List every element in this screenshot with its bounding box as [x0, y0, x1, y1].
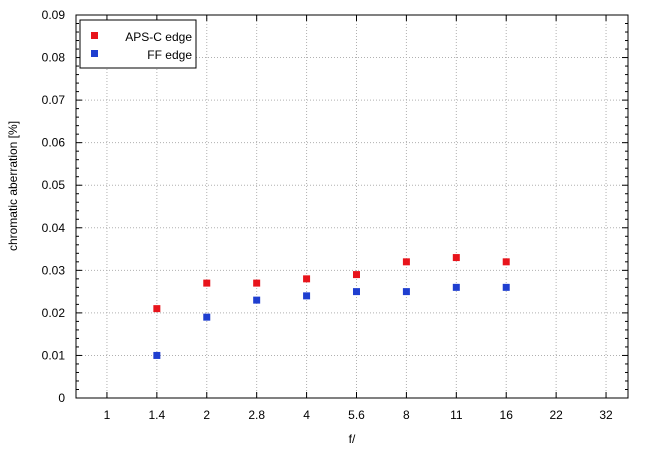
x-tick-label: 16 — [500, 408, 514, 422]
ff-edge-point — [502, 283, 510, 291]
x-axis-label: f/ — [349, 432, 356, 446]
x-tick-label: 1 — [104, 408, 111, 422]
y-tick-label: 0.09 — [42, 8, 66, 22]
y-tick-label: 0.07 — [42, 93, 66, 107]
y-tick-label: 0.03 — [42, 263, 66, 277]
aps-c-edge-point — [402, 258, 410, 266]
y-tick-label: 0.02 — [42, 306, 66, 320]
legend-swatch-aps-c — [91, 32, 98, 39]
ff-edge-point — [352, 288, 360, 296]
aps-c-edge-point — [153, 305, 161, 313]
y-tick-label: 0.06 — [42, 136, 66, 150]
x-tick-label: 1.4 — [149, 408, 166, 422]
axis-ticks — [76, 14, 628, 399]
aps-c-edge-point — [452, 254, 460, 262]
y-tick-labels: 0 0.01 0.02 0.03 0.04 0.05 0.06 0.07 0.08 0.09 — [42, 8, 66, 405]
plot-frame — [75, 14, 629, 399]
x-tick-label: 11 — [450, 408, 463, 422]
x-tick-label: 4 — [303, 408, 310, 422]
ff-edge-point — [203, 313, 211, 321]
y-tick-label: 0.05 — [42, 178, 66, 192]
x-tick-labels: 1 1.4 2 2.8 4 5.6 8 11 16 22 32 — [104, 408, 613, 422]
ff-edge-point — [402, 288, 410, 296]
legend-swatch-ff — [91, 50, 98, 57]
aps-c-edge-point — [303, 275, 311, 283]
y-tick-label: 0.08 — [42, 51, 66, 65]
aps-c-edge-point — [502, 258, 510, 266]
aps-c-edge-point — [352, 271, 360, 279]
ff-edge-point — [253, 296, 261, 304]
x-tick-label: 2 — [203, 408, 210, 422]
data-points — [153, 254, 510, 359]
x-tick-label: 2.8 — [248, 408, 265, 422]
x-tick-label: 8 — [403, 408, 410, 422]
ff-edge-point — [303, 292, 311, 300]
aps-c-edge-point — [253, 279, 261, 287]
legend: APS-C edge FF edge — [79, 19, 197, 69]
y-tick-label: 0 — [58, 391, 65, 405]
x-tick-label: 32 — [599, 408, 613, 422]
aps-c-edge-point — [203, 279, 211, 287]
x-tick-label: 5.6 — [348, 408, 365, 422]
y-axis-label: chromatic aberration [%] — [6, 121, 20, 251]
legend-label-ff: FF edge — [147, 48, 192, 62]
x-tick-label: 22 — [549, 408, 563, 422]
legend-label-aps-c: APS-C edge — [125, 30, 192, 44]
ff-edge-point — [153, 351, 161, 359]
legend-box — [79, 19, 197, 69]
ff-edge-point — [452, 283, 460, 291]
y-tick-label: 0.01 — [42, 348, 66, 362]
y-tick-label: 0.04 — [42, 221, 66, 235]
grid — [76, 15, 628, 398]
